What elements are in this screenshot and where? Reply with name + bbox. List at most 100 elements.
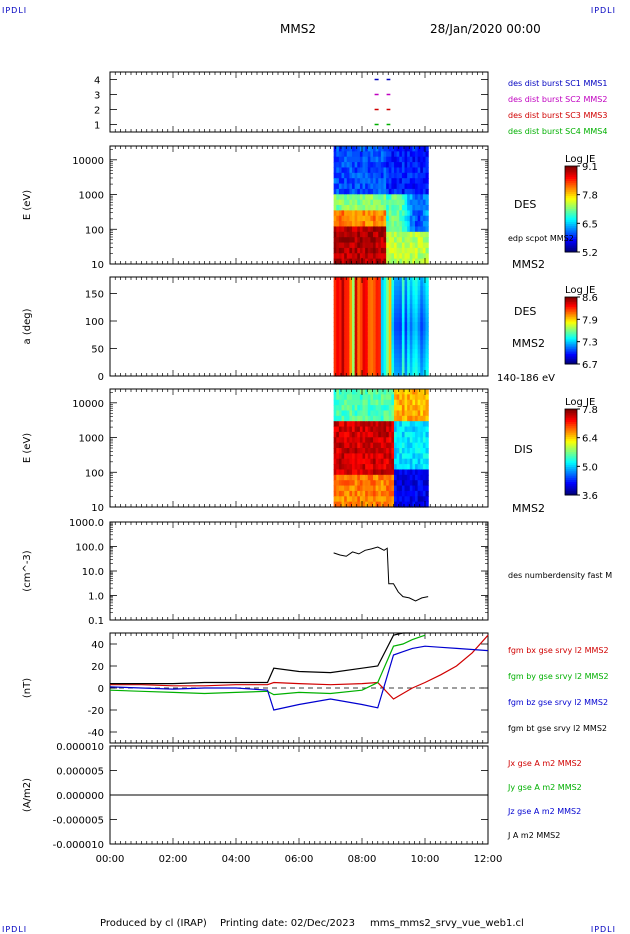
colorbar-cell	[565, 343, 577, 347]
heatmap-cell	[386, 421, 390, 428]
heatmap-cell	[391, 146, 395, 152]
heatmap-cell	[333, 205, 337, 211]
heatmap-cell	[383, 299, 387, 305]
heatmap-cell	[359, 469, 364, 476]
heatmap-cell	[338, 151, 343, 158]
heatmap-cell	[344, 178, 348, 185]
heatmap-cell	[396, 362, 400, 368]
heatmap-cell	[417, 371, 421, 377]
heatmap-cell	[399, 442, 403, 449]
heatmap-cell	[354, 151, 358, 158]
heatmap-cell	[378, 410, 382, 417]
heatmap-cell	[386, 389, 390, 395]
heatmap-cell	[420, 353, 424, 359]
heatmap-cell	[336, 281, 340, 287]
heatmap-cell	[404, 322, 408, 328]
heatmap-cell	[341, 237, 345, 244]
heatmap-cell	[359, 231, 364, 238]
heatmap-cell	[380, 437, 385, 444]
heatmap-cell	[357, 448, 361, 454]
colorbar-cell	[565, 328, 577, 331]
heatmap-cell	[373, 367, 377, 373]
heatmap-cell	[425, 205, 429, 211]
heatmap-cell	[383, 496, 387, 503]
heatmap-cell	[344, 221, 348, 228]
heatmap-cell	[425, 317, 429, 323]
heatmap-cell	[409, 485, 413, 492]
heatmap-cell	[386, 322, 390, 328]
heatmap-cell	[399, 194, 403, 201]
heatmap-cell	[396, 253, 400, 260]
heatmap-cell	[333, 299, 337, 305]
heatmap-cell	[336, 231, 340, 238]
heatmap-cell	[341, 281, 345, 287]
heatmap-cell	[417, 205, 421, 211]
heatmap-cell	[420, 410, 424, 417]
heatmap-cell	[336, 247, 340, 254]
corner-label-bottom-left: IPDLI	[2, 925, 28, 934]
heatmap-cell	[357, 215, 361, 222]
heatmap-cell	[373, 199, 377, 206]
heatmap-cell	[346, 353, 350, 359]
heatmap-cell	[407, 313, 411, 319]
colorbar-cell	[565, 322, 577, 325]
panel-frame	[109, 521, 489, 621]
heatmap-cell	[378, 295, 382, 301]
heatmap-cell	[404, 178, 408, 185]
heatmap-cell	[365, 290, 369, 296]
heatmap-cell	[407, 431, 411, 438]
heatmap-cell	[422, 308, 427, 314]
heatmap-cell	[338, 188, 343, 195]
heatmap-cell	[341, 442, 345, 449]
heatmap-cell	[344, 172, 348, 179]
heatmap-cell	[375, 410, 379, 417]
heatmap-cell	[336, 258, 340, 265]
heatmap-cell	[367, 367, 371, 373]
heatmap-cell	[409, 199, 413, 206]
heatmap-cell	[336, 358, 340, 364]
heatmap-cell	[375, 458, 379, 465]
x-tick-label: 08:00	[348, 854, 377, 865]
heatmap-cell	[375, 286, 379, 292]
heatmap-cell	[378, 344, 382, 350]
heatmap-cell	[401, 448, 406, 454]
heatmap-cell	[396, 167, 400, 174]
heatmap-cell	[370, 344, 374, 350]
heatmap-cell	[412, 326, 416, 332]
heatmap-cell	[352, 304, 356, 310]
heatmap-cell	[386, 167, 390, 174]
heatmap-cell	[401, 358, 406, 364]
heatmap-cell	[373, 474, 377, 481]
heatmap-cell	[378, 231, 382, 238]
heatmap-cell	[338, 226, 343, 233]
heatmap-cell	[367, 205, 371, 211]
heatmap-cell	[420, 242, 424, 249]
heatmap-cell	[407, 448, 411, 454]
heatmap-cell	[388, 326, 392, 332]
heatmap-cell	[383, 490, 387, 497]
heatmap-cell	[336, 405, 340, 412]
heatmap-cell	[388, 431, 392, 438]
heatmap-cell	[367, 281, 371, 287]
heatmap-cell	[378, 167, 382, 174]
heatmap-cell	[373, 277, 377, 283]
heatmap-cell	[354, 362, 358, 368]
heatmap-cell	[365, 496, 369, 503]
heatmap-cell	[367, 431, 371, 438]
heatmap-cell	[344, 399, 348, 406]
heatmap-cell	[378, 415, 382, 422]
heatmap-cell	[359, 295, 364, 301]
heatmap-cell	[417, 172, 421, 179]
heatmap-cell	[401, 146, 406, 152]
heatmap-cell	[399, 205, 403, 211]
heatmap-cell	[378, 162, 382, 169]
heatmap-cell	[359, 156, 364, 163]
heatmap-cell	[370, 178, 374, 185]
heatmap-cell	[336, 394, 340, 401]
colorbar-cell	[565, 419, 577, 423]
y-tick-label: 100.0	[75, 543, 104, 554]
heatmap-cell	[409, 286, 413, 292]
colorbar-cell	[565, 178, 577, 182]
right-panel-label: edp scpot MMS2	[508, 234, 574, 243]
heatmap-cell	[417, 281, 421, 287]
